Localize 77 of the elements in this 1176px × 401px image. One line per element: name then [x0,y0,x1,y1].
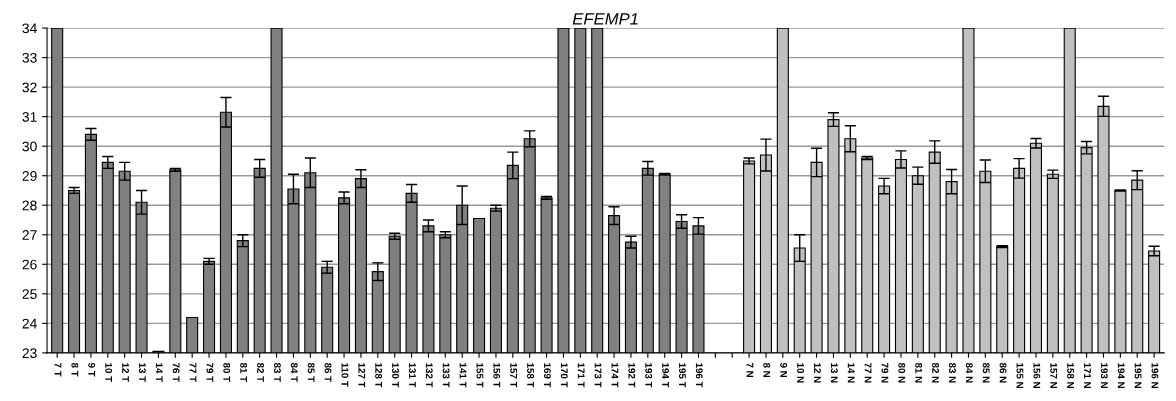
x-tick-label: 173 T [594,363,602,388]
x-tick-label: 155 N [1016,363,1024,388]
x-tick-label: 12 T [122,363,129,382]
x-tick-label: 171 N [1084,363,1091,388]
x-tick-label: 141 T [459,363,467,388]
y-tick-label: 30 [22,141,37,152]
x-tick-label: 83 N [948,362,956,383]
x-tick-label: 13 T [138,363,146,382]
y-tick-label: 26 [22,259,37,270]
y-tick-label: 23 [22,348,37,359]
x-tick-label: 12 N [814,363,821,383]
x-tick-label: 157 N [1050,363,1058,388]
x-tick-label: 192 T [628,363,636,388]
x-tick-label: 13 N [830,363,838,383]
x-tick-label: 77 N [864,363,872,383]
x-tick-label: 14 T [155,363,163,382]
y-tick-label: 33 [22,52,37,63]
x-tick-label: 128 T [375,363,383,388]
x-tick-label: 79 T [206,363,214,382]
y-tick-label: 24 [22,318,37,329]
x-tick-label: 194 N [1117,363,1125,388]
x-tick-label: 82 T [257,362,264,382]
chart-title: EFEMP1 [572,13,638,25]
y-tick-label: 29 [22,171,37,181]
x-tick-label: 155 T [476,363,484,388]
x-tick-label: 9 T [88,362,96,377]
x-tick-label: 84 T [290,362,298,382]
x-tick-label: 9 N [780,362,788,378]
x-tick-label: 156 T [493,363,501,388]
x-tick-label: 10 T [105,363,113,382]
x-tick-label: 157 T [510,363,517,388]
x-tick-label: 133 T [442,363,450,388]
x-tick-label: 85 N [982,362,990,383]
x-tick-label: 80 N [898,362,906,383]
x-tick-label: 83 T [273,362,281,382]
x-tick-label: 7 N [746,363,754,378]
x-tick-label: 195 T [678,363,686,388]
x-tick-label: 8 T [71,362,79,377]
x-tick-label: 169 T [543,363,551,388]
x-tick-label: 196 T [695,363,703,388]
y-tick-label: 34 [22,23,37,34]
x-tick-label: 156 N [1033,363,1041,388]
x-tick-label: 80 T [223,362,231,382]
y-tick-label: 27 [22,230,37,240]
x-tick-label: 110 T [341,363,349,387]
y-tick-label: 25 [22,289,37,299]
x-tick-label: 193 N [1100,363,1108,388]
y-tick-label: 28 [22,200,37,211]
x-tick-label: 194 T [662,363,669,388]
x-tick-label: 85 T [307,362,315,382]
x-tick-label: 171 T [577,363,585,388]
x-tick-label: 86 N [999,362,1007,383]
y-tick-label: 31 [22,111,37,122]
x-tick-label: 196 N [1151,363,1159,388]
x-tick-label: 10 N [797,363,804,383]
x-tick-label: 193 T [645,363,653,388]
x-tick-label: 132 T [425,363,433,388]
x-tick-label: 76 T [172,363,180,382]
x-tick-label: 14 N [847,363,855,383]
x-tick-label: 127 T [358,363,366,388]
y-tick-label: 32 [22,82,37,93]
x-tick-label: 79 N [881,363,889,383]
x-tick-label: 81 T [240,362,248,382]
x-tick-label: 170 T [560,363,568,388]
x-tick-label: 158 T [527,363,534,388]
x-tick-label: 195 N [1134,363,1142,388]
x-tick-label: 7 T [54,363,62,377]
x-tick-label: 84 N [965,362,973,383]
x-tick-label: 158 N [1067,363,1075,388]
x-tick-label: 82 N [932,362,939,383]
x-tick-label: 174 T [611,363,619,388]
x-tick-label: 86 T [324,362,332,382]
x-tick-label: 130 T [392,363,399,388]
x-tick-label: 131 T [408,363,416,388]
x-tick-label: 81 N [915,362,923,383]
x-tick-label: 8 N [763,362,771,378]
x-tick-label: 77 T [189,363,197,382]
